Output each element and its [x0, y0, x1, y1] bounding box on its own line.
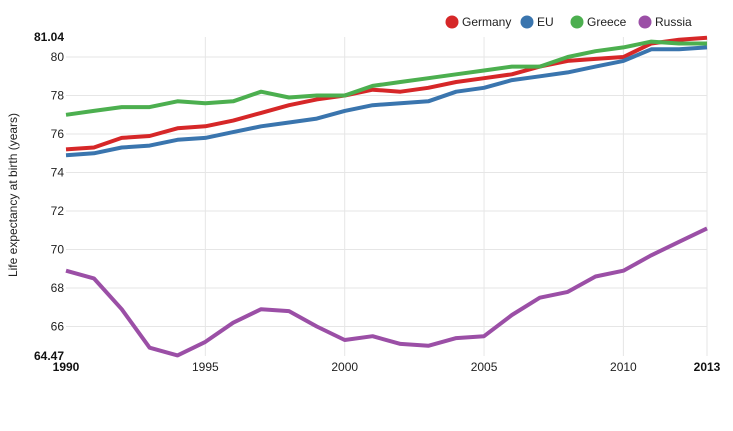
x-tick-label: 2013	[694, 360, 721, 374]
x-tick-label: 1995	[192, 360, 219, 374]
y-max-label: 81.04	[34, 30, 64, 44]
legend-label: Germany	[462, 15, 511, 29]
y-tick-label: 74	[51, 166, 65, 180]
legend-label: Greece	[587, 15, 627, 29]
series-line-germany[interactable]	[65, 35, 708, 152]
y-min-label: 64.47	[34, 349, 64, 363]
series-lines	[65, 35, 708, 358]
x-tick-label: 2005	[471, 360, 498, 374]
y-tick-label: 66	[51, 320, 65, 334]
y-tick-label: 76	[51, 127, 65, 141]
gridlines	[66, 37, 708, 356]
legend-swatch	[445, 15, 459, 29]
legend-item-germany[interactable]: Germany	[445, 15, 512, 29]
legend-swatch	[520, 15, 534, 29]
legend-item-russia[interactable]: Russia	[638, 15, 693, 29]
y-axis-label: Life expectancy at birth (years)	[6, 113, 20, 277]
legend-item-greece[interactable]: Greece	[570, 15, 627, 29]
y-tick-label: 80	[51, 50, 65, 64]
legend-label: EU	[537, 15, 554, 29]
legend[interactable]: Germany EU Greece Russia	[445, 15, 693, 29]
x-tick-label: 1990	[53, 360, 80, 374]
legend-label: Russia	[655, 15, 692, 29]
y-tick-label: 78	[51, 89, 65, 103]
legend-swatch	[570, 15, 584, 29]
x-tick-label: 2010	[610, 360, 637, 374]
y-tick-label: 68	[51, 281, 65, 295]
series-line-greece[interactable]	[65, 39, 707, 117]
legend-swatch	[638, 15, 652, 29]
y-tick-label: 72	[51, 204, 65, 218]
series-line-russia[interactable]	[65, 226, 708, 358]
legend-item-eu[interactable]: EU	[520, 15, 554, 29]
series-line-eu[interactable]	[65, 45, 708, 158]
x-tick-label: 2000	[331, 360, 358, 374]
y-tick-label: 70	[51, 243, 65, 257]
